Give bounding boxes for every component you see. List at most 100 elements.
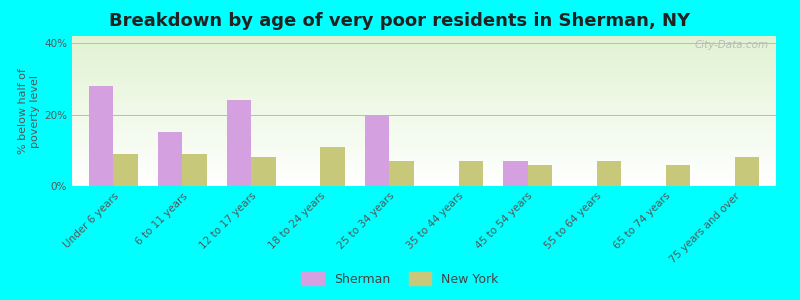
Bar	[72, 61, 776, 63]
Bar	[72, 142, 776, 144]
Bar	[72, 124, 776, 126]
Bar	[72, 178, 776, 180]
Bar	[72, 45, 776, 46]
Bar	[72, 105, 776, 106]
Bar	[390, 161, 414, 186]
Bar	[72, 74, 776, 75]
Bar	[72, 120, 776, 122]
Bar	[227, 100, 251, 186]
Bar	[72, 132, 776, 134]
Bar	[72, 147, 776, 148]
Bar	[72, 114, 776, 116]
Bar	[72, 64, 776, 66]
Bar	[72, 38, 776, 39]
Bar	[72, 140, 776, 141]
Bar	[72, 122, 776, 123]
Bar	[72, 112, 776, 114]
Legend: Sherman, New York: Sherman, New York	[296, 267, 504, 291]
Bar	[72, 69, 776, 70]
Bar	[503, 161, 527, 186]
Bar	[72, 136, 776, 138]
Bar	[72, 90, 776, 92]
Bar	[72, 52, 776, 54]
Bar	[72, 57, 776, 58]
Bar	[72, 169, 776, 171]
Bar	[72, 177, 776, 178]
Bar	[72, 96, 776, 98]
Bar	[72, 36, 776, 38]
Bar	[72, 118, 776, 120]
Bar	[72, 60, 776, 61]
Text: City-Data.com: City-Data.com	[695, 40, 769, 50]
Bar	[72, 159, 776, 160]
Bar	[72, 126, 776, 128]
Bar	[72, 158, 776, 159]
Bar	[72, 102, 776, 104]
Bar	[72, 146, 776, 147]
Bar	[72, 128, 776, 129]
Bar	[72, 70, 776, 72]
Bar	[72, 99, 776, 100]
Bar	[72, 108, 776, 110]
Text: Breakdown by age of very poor residents in Sherman, NY: Breakdown by age of very poor residents …	[110, 12, 690, 30]
Bar	[72, 106, 776, 108]
Bar	[72, 153, 776, 154]
Bar	[72, 48, 776, 50]
Bar	[72, 160, 776, 162]
Bar	[72, 93, 776, 94]
Bar	[72, 103, 776, 105]
Bar	[72, 117, 776, 118]
Bar	[72, 66, 776, 68]
Bar	[72, 148, 776, 150]
Bar	[72, 80, 776, 81]
Bar	[72, 129, 776, 130]
Bar	[72, 84, 776, 86]
Bar	[321, 147, 345, 186]
Bar	[72, 78, 776, 80]
Bar	[72, 58, 776, 60]
Bar	[72, 150, 776, 152]
Bar	[114, 154, 138, 186]
Bar	[72, 116, 776, 117]
Bar	[72, 68, 776, 69]
Bar	[72, 130, 776, 132]
Bar	[72, 44, 776, 45]
Bar	[72, 162, 776, 164]
Bar	[182, 154, 206, 186]
Bar	[458, 161, 482, 186]
Bar	[734, 158, 758, 186]
Bar	[666, 165, 690, 186]
Bar	[72, 85, 776, 87]
Bar	[72, 54, 776, 56]
Bar	[72, 156, 776, 158]
Bar	[72, 165, 776, 166]
Bar	[251, 158, 276, 186]
Bar	[72, 134, 776, 135]
Bar	[72, 46, 776, 48]
Bar	[72, 168, 776, 170]
Bar	[90, 86, 114, 186]
Bar	[72, 87, 776, 88]
Bar	[72, 152, 776, 153]
Bar	[72, 42, 776, 44]
Bar	[72, 63, 776, 64]
Bar	[72, 182, 776, 183]
Bar	[72, 171, 776, 172]
Bar	[72, 76, 776, 78]
Bar	[72, 176, 776, 177]
Bar	[72, 94, 776, 96]
Y-axis label: % below half of
poverty level: % below half of poverty level	[18, 68, 40, 154]
Bar	[72, 164, 776, 165]
Bar	[72, 123, 776, 124]
Bar	[72, 141, 776, 142]
Bar	[597, 161, 621, 186]
Bar	[72, 56, 776, 57]
Bar	[72, 92, 776, 93]
Bar	[366, 115, 390, 186]
Bar	[72, 82, 776, 84]
Bar	[72, 172, 776, 174]
Bar	[72, 75, 776, 76]
Bar	[72, 40, 776, 42]
Bar	[72, 180, 776, 182]
Bar	[72, 184, 776, 186]
